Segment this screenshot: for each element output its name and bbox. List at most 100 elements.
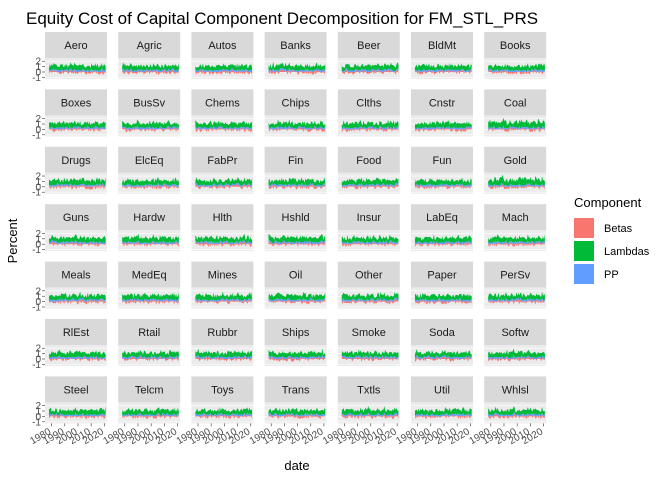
series-lambdas xyxy=(488,63,545,72)
facet-strip xyxy=(191,319,254,345)
series-betas-negative xyxy=(122,359,179,362)
legend-key-betas xyxy=(574,218,594,238)
facet-strip xyxy=(337,32,400,58)
series-lambdas xyxy=(195,291,253,301)
facet-strip xyxy=(118,319,181,345)
series-lambdas xyxy=(341,177,399,186)
facet-label: FabPr xyxy=(207,155,237,167)
facet-softw: Softw xyxy=(484,319,547,366)
series-pp xyxy=(122,355,179,359)
facet-label: Mines xyxy=(208,270,238,282)
facet-label: Ships xyxy=(282,327,310,339)
facet-elceq: ElcEq xyxy=(118,146,181,194)
series-betas-negative xyxy=(488,301,545,305)
series-pp xyxy=(414,240,472,245)
facet-strip xyxy=(264,89,327,116)
series-betas xyxy=(488,242,545,245)
facet-rubbr: Rubbr xyxy=(191,319,254,366)
series-pp xyxy=(195,125,253,130)
y-axis-title: Percent xyxy=(5,218,20,263)
y-tick-label: 2 xyxy=(35,172,41,183)
series-betas xyxy=(488,299,545,302)
y-tick-label: 0 xyxy=(35,68,41,79)
series-pp xyxy=(195,355,253,359)
facet-label: Meals xyxy=(61,270,91,282)
facet-label: Rubbr xyxy=(207,327,237,339)
series-betas-negative xyxy=(414,416,472,420)
series-betas xyxy=(48,357,106,359)
series-pp xyxy=(488,183,545,187)
series-betas-negative xyxy=(122,72,179,75)
series-betas-negative xyxy=(48,244,106,247)
series-betas-negative xyxy=(488,359,545,362)
facet-strip xyxy=(484,146,547,173)
facet-label: Beer xyxy=(357,40,381,52)
facet-paper: Paper xyxy=(411,261,473,309)
series-lambdas xyxy=(488,234,545,244)
facet-ships: Ships xyxy=(264,319,327,366)
series-betas xyxy=(48,184,106,187)
series-lambdas xyxy=(414,177,472,186)
facet-label: Paper xyxy=(427,270,457,282)
series-betas-negative xyxy=(268,186,326,190)
series-pp xyxy=(488,354,545,359)
facet-txtls: Txtls xyxy=(337,376,400,424)
y-tick-label: 0 xyxy=(35,355,41,366)
series-lambdas xyxy=(341,119,399,129)
series-pp xyxy=(122,68,179,72)
facet-gold: Gold xyxy=(484,146,547,194)
series-lambdas xyxy=(341,234,399,244)
y-tick-label: 2 xyxy=(35,57,41,68)
facet-fin: Fin xyxy=(264,146,327,194)
chart-title: Equity Cost of Capital Component Decompo… xyxy=(26,9,538,28)
series-betas-negative xyxy=(122,301,179,305)
facet-food: Food xyxy=(337,146,400,194)
series-betas xyxy=(341,69,399,72)
facet-strip xyxy=(118,89,181,116)
facet-cnstr: Cnstr xyxy=(411,89,473,137)
series-pp xyxy=(48,412,106,417)
y-tick-label: 1 xyxy=(35,62,41,73)
series-pp xyxy=(268,125,326,130)
series-betas xyxy=(122,127,179,130)
facet-agric: Agric xyxy=(118,32,181,79)
facet-insur: Insur xyxy=(337,204,400,252)
facet-strip xyxy=(484,376,547,403)
series-betas-negative xyxy=(268,244,326,247)
facet-label: Gold xyxy=(504,155,527,167)
series-betas xyxy=(48,69,106,72)
series-pp xyxy=(48,355,106,359)
series-lambdas xyxy=(195,406,253,416)
series-betas-negative xyxy=(195,129,253,133)
series-lambdas xyxy=(268,348,326,359)
series-lambdas xyxy=(48,291,106,301)
facet-smoke: Smoke xyxy=(337,319,400,366)
y-tick-label: 1 xyxy=(35,120,41,131)
facet-telcm: Telcm xyxy=(118,376,181,424)
series-pp xyxy=(341,182,399,187)
facet-strip xyxy=(118,204,181,231)
series-betas xyxy=(122,242,179,245)
series-lambdas xyxy=(268,61,326,72)
series-lambdas xyxy=(488,348,545,359)
facet-clths: Clths xyxy=(337,89,400,137)
facet-oil: Oil xyxy=(264,261,327,309)
series-betas-negative xyxy=(414,244,472,247)
series-betas xyxy=(414,70,472,72)
series-lambdas xyxy=(414,234,472,244)
facet-mines: Mines xyxy=(191,261,254,309)
y-tick-label: -1 xyxy=(32,245,41,256)
facet-strip xyxy=(191,261,254,288)
facet-label: Oil xyxy=(289,270,302,282)
facet-label: Util xyxy=(434,384,450,396)
series-betas-negative xyxy=(268,359,326,362)
series-betas xyxy=(341,414,399,417)
facet-strip xyxy=(191,32,254,58)
series-betas xyxy=(488,184,545,187)
facet-guns: Guns 210-1 xyxy=(32,204,107,256)
y-tick-label: 0 xyxy=(35,412,41,423)
series-pp xyxy=(48,239,106,245)
facet-drugs: Drugs 210-1 xyxy=(32,146,107,199)
facet-label: Txtls xyxy=(357,384,381,396)
